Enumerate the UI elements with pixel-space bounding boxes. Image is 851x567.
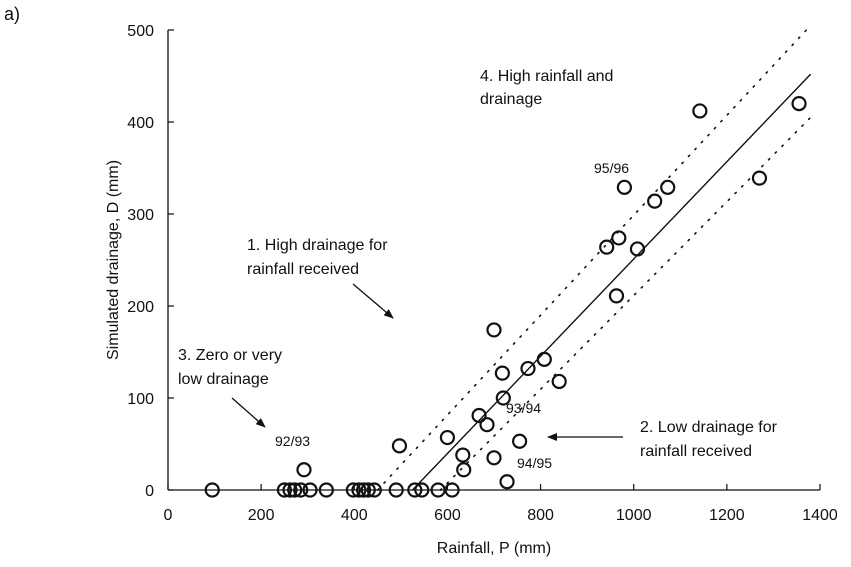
data-point	[296, 462, 312, 478]
x-axis-title: Rainfall, P (mm)	[437, 540, 551, 557]
data-point	[608, 288, 625, 304]
data-point	[494, 365, 510, 381]
data-point	[351, 482, 367, 498]
y-tick-label: 200	[127, 299, 154, 316]
data-point	[318, 482, 334, 498]
annotation-3-line-2: low drainage	[178, 371, 269, 388]
x-tick-label: 1000	[616, 507, 652, 524]
annotation-4-line-2: drainage	[480, 91, 542, 108]
data-point	[360, 482, 376, 498]
data-point	[293, 482, 309, 498]
x-tick-label: 200	[248, 507, 275, 524]
panel-label: a)	[4, 4, 20, 24]
data-point	[287, 482, 303, 498]
annotation-1-line-2: rainfall received	[247, 261, 359, 278]
y-tick-label: 0	[145, 483, 154, 500]
data-point	[536, 351, 552, 367]
data-points	[204, 95, 807, 498]
regression-line	[411, 73, 812, 491]
x-tick-label: 1400	[802, 507, 838, 524]
data-point	[276, 482, 293, 498]
point-label-92-93: 92/93	[275, 433, 310, 449]
data-point	[751, 170, 768, 186]
data-point	[791, 95, 807, 112]
annotation-3-line-1: 3. Zero or very	[178, 347, 282, 364]
data-point	[444, 482, 460, 498]
bound-line-dotted	[376, 24, 812, 491]
data-point	[629, 241, 646, 257]
point-label-93-94: 93/94	[506, 400, 541, 416]
data-point	[479, 417, 495, 433]
data-point	[456, 462, 472, 478]
annotation-4-line-1: 4. High rainfall and	[480, 68, 613, 85]
y-tick-label: 100	[127, 391, 154, 408]
data-point	[660, 179, 676, 195]
data-point	[512, 433, 528, 449]
data-point	[391, 438, 408, 454]
data-point	[455, 447, 471, 463]
y-tick-label: 300	[127, 207, 154, 224]
data-point	[366, 482, 382, 498]
data-point	[345, 482, 361, 498]
annotation-3-arrow	[231, 397, 266, 428]
x-tick-label: 1200	[709, 507, 745, 524]
data-point	[486, 322, 502, 338]
data-point	[520, 360, 536, 377]
annotation-2-line-1: 2. Low drainage for	[640, 419, 778, 436]
data-point	[499, 474, 515, 490]
data-point	[599, 239, 615, 255]
data-point	[302, 482, 318, 498]
data-point	[692, 103, 708, 119]
x-tick-label: 800	[527, 507, 554, 524]
data-point	[551, 373, 567, 390]
data-point	[611, 230, 627, 246]
point-label-95-96: 95/96	[594, 160, 629, 176]
x-tick-label: 400	[341, 507, 368, 524]
fit-lines	[376, 24, 812, 491]
data-point	[356, 482, 372, 498]
data-point	[616, 179, 633, 195]
data-point	[282, 482, 298, 498]
data-point	[647, 193, 663, 209]
data-point	[495, 390, 511, 406]
annotation-2-line-2: rainfall received	[640, 443, 752, 460]
axis-ticks: 0 200 400 600 800 1000 1200 1400 0 100 200 300 400 50…	[127, 23, 838, 524]
y-tick-label: 500	[127, 23, 154, 40]
y-axis-title: Simulated drainage, D (mm)	[105, 160, 122, 360]
point-label-94-95: 94/95	[517, 455, 552, 471]
x-tick-label: 0	[164, 507, 173, 524]
data-point	[388, 482, 404, 498]
data-point	[439, 429, 456, 446]
data-point	[414, 482, 430, 498]
data-point	[204, 482, 220, 498]
y-tick-label: 400	[127, 115, 154, 132]
bound-line-dotted	[439, 116, 812, 491]
annotation-1-arrow	[352, 283, 394, 319]
data-point	[471, 407, 487, 424]
x-tick-label: 600	[434, 507, 461, 524]
data-point	[407, 482, 423, 498]
data-point	[486, 450, 502, 466]
annotation-1-line-1: 1. High drainage for	[247, 237, 388, 254]
